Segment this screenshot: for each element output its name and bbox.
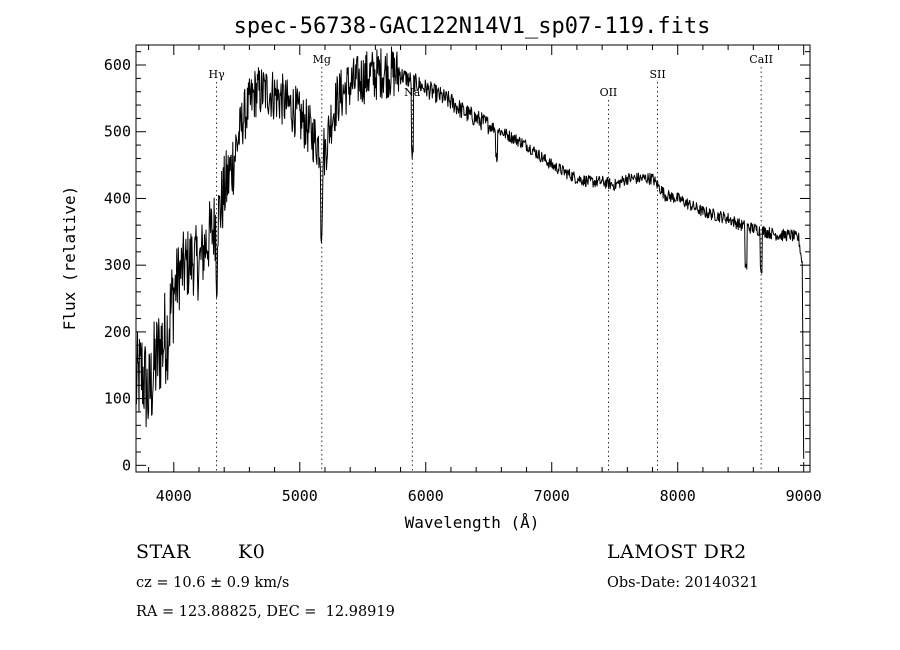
line-marker-label: Mg xyxy=(313,53,331,66)
y-tick-label: 300 xyxy=(104,256,131,274)
x-axis-label: Wavelength (Å) xyxy=(405,513,540,532)
coordinates: RA = 123.88825, DEC = 12.98919 xyxy=(136,604,395,620)
spectral-subclass: K0 xyxy=(238,541,266,563)
cz-value: cz = 10.6 ± 0.9 km/s xyxy=(136,575,290,591)
object-type: STAR xyxy=(136,541,191,563)
x-tick-label: 7000 xyxy=(534,487,570,505)
x-tick-label: 5000 xyxy=(282,487,318,505)
spectrum-series-line xyxy=(135,46,805,459)
y-tick-label: 400 xyxy=(104,189,131,207)
x-tick-label: 9000 xyxy=(786,487,822,505)
y-axis-label: Flux (relative) xyxy=(60,186,79,331)
y-tick-label: 500 xyxy=(104,123,131,141)
y-tick-label: 0 xyxy=(122,456,131,474)
y-axis-ticks: 0 100 200 300 400 500 600 xyxy=(104,51,810,474)
y-tick-label: 100 xyxy=(104,390,131,408)
y-tick-label: 200 xyxy=(104,323,131,341)
x-tick-label: 4000 xyxy=(156,487,192,505)
x-axis-ticks: 4000 5000 6000 7000 8000 9000 xyxy=(148,45,822,505)
line-marker-label: CaII xyxy=(749,53,773,66)
x-tick-label: 8000 xyxy=(660,487,696,505)
x-tick-label: 6000 xyxy=(408,487,444,505)
chart-title: spec-56738-GAC122N14V1_sp07-119.fits xyxy=(234,14,711,39)
survey-name: LAMOST DR2 xyxy=(607,541,747,563)
line-marker-label: SII xyxy=(649,68,665,81)
y-tick-label: 600 xyxy=(104,56,131,74)
obs-date: Obs-Date: 20140321 xyxy=(607,575,759,591)
plot-frame xyxy=(135,44,811,473)
line-marker-label: Hγ xyxy=(209,68,226,81)
line-marker-label: OII xyxy=(600,86,618,99)
